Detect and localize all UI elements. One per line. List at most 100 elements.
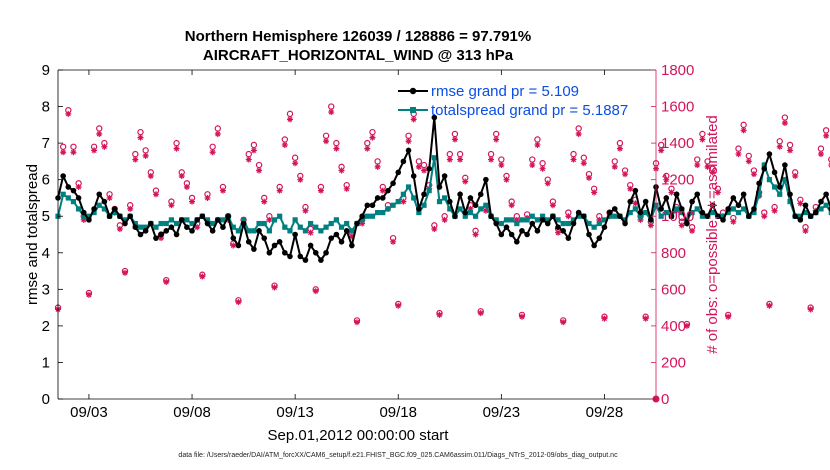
rmse-point <box>813 209 819 216</box>
assimilated-obs-point <box>96 130 103 137</box>
totalspread-point <box>405 184 412 190</box>
possible-obs-point <box>694 156 701 163</box>
y-right-tick-label: 1400 <box>661 135 694 152</box>
y-left-tick-label: 9 <box>42 62 50 79</box>
rmse-point <box>642 198 649 205</box>
assimilated-obs-point <box>761 213 768 220</box>
rmse-point <box>287 253 293 260</box>
assimilated-obs-point <box>807 306 814 313</box>
totalspread-point <box>735 209 742 216</box>
assimilated-obs-point <box>823 132 830 139</box>
assimilated-obs-point <box>359 220 366 227</box>
rmse-point <box>622 220 628 227</box>
assimilated-obs-point <box>689 227 696 234</box>
totalspread-point <box>426 188 432 194</box>
rmse-point <box>715 213 721 220</box>
rmse-point <box>519 228 525 234</box>
totalspread-point <box>679 209 685 216</box>
assimilated-obs-point <box>276 187 283 194</box>
rmse-point <box>333 231 340 238</box>
totalspread-point <box>751 209 757 216</box>
totalspread-point <box>65 195 71 201</box>
rmse-point <box>70 187 77 194</box>
rmse-point <box>637 209 644 216</box>
assimilated-obs-point <box>704 163 711 170</box>
rmse-point <box>663 195 670 201</box>
rmse-point <box>524 231 530 238</box>
assimilated-obs-point <box>658 147 665 154</box>
assimilated-obs-point <box>611 163 618 170</box>
totalspread-point <box>256 220 262 227</box>
totalspread-point <box>76 206 82 212</box>
rmse-point <box>86 217 92 223</box>
rmse-point <box>534 228 541 234</box>
assimilated-obs-point <box>261 198 268 205</box>
totalspread-point <box>519 217 525 223</box>
assimilated-obs-point <box>766 302 773 309</box>
assimilated-obs-point <box>307 229 314 236</box>
rmse-point <box>390 180 396 187</box>
rmse-point <box>225 213 231 220</box>
rmse-point <box>611 206 618 212</box>
totalspread-point <box>524 217 530 223</box>
assimilated-obs-point <box>627 185 634 192</box>
rmse-point <box>648 217 654 223</box>
totalspread-point <box>503 217 510 223</box>
rmse-point <box>122 220 128 227</box>
totalspread-point <box>416 209 422 216</box>
assimilated-obs-point <box>250 147 257 154</box>
rmse-point <box>215 217 221 223</box>
assimilated-obs-point <box>709 169 716 176</box>
assimilated-obs-point <box>771 207 778 214</box>
rmse-point <box>797 217 804 223</box>
assimilated-obs-point <box>663 176 670 183</box>
totalspread-point <box>318 228 324 234</box>
totalspread-point <box>349 228 355 234</box>
assimilated-obs-point <box>431 226 438 233</box>
rmse-point <box>493 220 499 227</box>
rmse-point <box>261 235 268 241</box>
rmse-point <box>158 231 164 238</box>
assimilated-obs-point <box>637 216 644 223</box>
assimilated-obs-point <box>596 216 603 223</box>
totalspread-point <box>539 213 546 219</box>
totalspread-point <box>143 224 149 230</box>
totalspread-point <box>375 209 381 216</box>
rmse-point <box>807 213 814 220</box>
assimilated-obs-point <box>390 238 397 245</box>
rmse-point <box>142 228 149 234</box>
rmse-point <box>756 180 762 187</box>
rmse-point <box>472 202 479 209</box>
rmse-point <box>802 202 809 209</box>
assimilated-obs-point <box>797 200 804 207</box>
assimilated-obs-point <box>230 242 237 249</box>
assimilated-obs-point <box>457 156 464 163</box>
totalspread-point <box>766 177 773 183</box>
rmse-point <box>209 228 216 234</box>
totalspread-point <box>220 217 226 223</box>
totalspread-point <box>168 217 175 223</box>
totalspread-point <box>385 206 391 212</box>
totalspread-point <box>534 217 541 223</box>
totalspread-point <box>153 224 159 230</box>
rmse-point <box>91 206 97 212</box>
rmse-point <box>436 184 443 190</box>
assimilated-obs-point <box>503 176 510 183</box>
rmse-point <box>369 202 376 209</box>
assimilated-obs-point <box>137 134 144 141</box>
y-right-tick-label: 0 <box>661 391 669 408</box>
possible-obs-point <box>735 145 742 152</box>
assimilated-obs-point <box>642 315 649 322</box>
rmse-point <box>127 213 133 220</box>
totalspread-point <box>292 217 298 223</box>
rmse-point <box>240 220 247 227</box>
assimilated-obs-point <box>317 187 324 194</box>
totalspread-point <box>421 202 427 208</box>
totalspread-point <box>472 213 479 219</box>
rmse-point <box>591 242 597 249</box>
y-right-tick-label: 1200 <box>661 172 694 189</box>
totalspread-point <box>240 217 247 223</box>
rmse-point <box>766 151 773 157</box>
assimilated-obs-point <box>740 127 747 134</box>
totalspread-point <box>570 217 577 223</box>
